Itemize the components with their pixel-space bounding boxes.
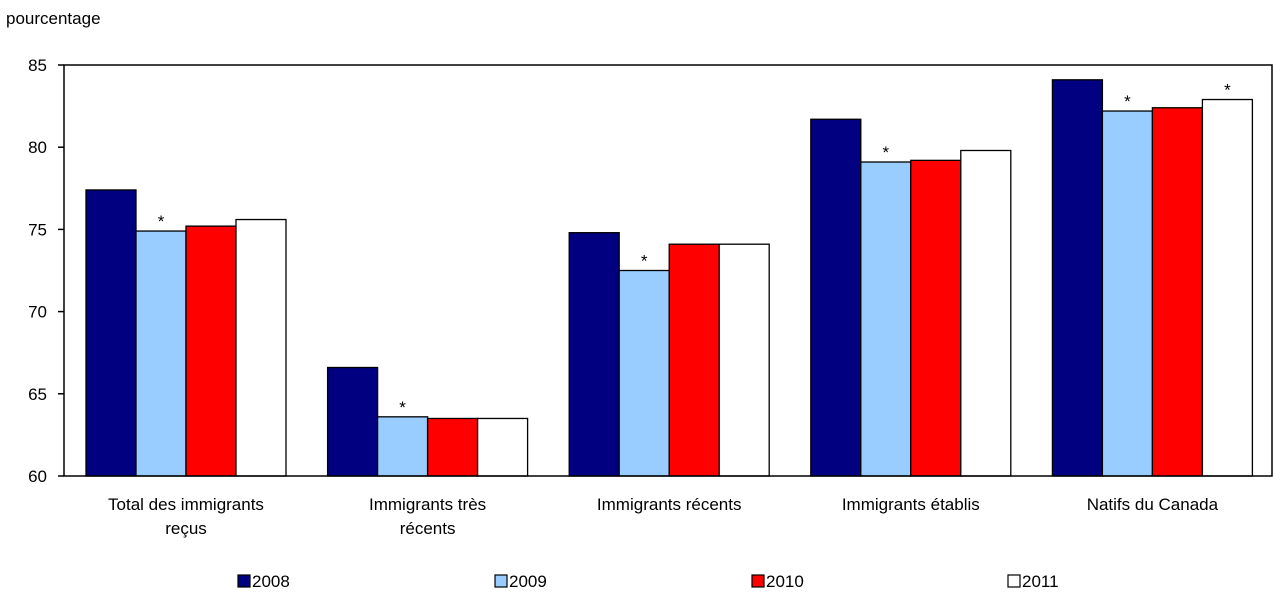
category-label: récents	[400, 519, 456, 538]
y-axis-ticks	[58, 64, 64, 477]
significance-marker: *	[1124, 92, 1131, 111]
bar-2009-3	[860, 161, 912, 477]
legend: 2008 2009 2010 2011	[237, 572, 1059, 591]
bar-2008-3	[810, 118, 862, 477]
significance-markers: * * * * * *	[158, 81, 1231, 417]
y-tick-label: 80	[28, 138, 47, 157]
significance-marker: *	[1224, 81, 1231, 100]
bar-2008-1	[326, 366, 379, 477]
legend-label-2009: 2009	[509, 572, 547, 591]
category-label: Immigrants très	[369, 495, 486, 514]
x-category-labels: Total des immigrants reçus Immigrants très…	[108, 495, 1219, 538]
legend-swatch-2008	[237, 574, 251, 588]
legend-swatch-2010	[751, 574, 765, 588]
bar-2010-4	[1151, 107, 1204, 477]
category-label: Immigrants récents	[597, 495, 742, 514]
bar-2009-4	[1101, 110, 1154, 477]
category-label: Total des immigrants	[108, 495, 264, 514]
y-tick-label: 60	[28, 467, 47, 486]
y-tick-labels: 85 80 75 70 65 60	[28, 56, 47, 486]
y-tick-label: 70	[28, 303, 47, 322]
bar-2010-3	[910, 159, 962, 477]
significance-marker: *	[158, 212, 165, 231]
bar-2011-1	[476, 417, 529, 477]
legend-label-2010: 2010	[766, 572, 804, 591]
bar-2011-4	[1201, 98, 1254, 477]
legend-swatch-2011	[1007, 574, 1021, 588]
significance-marker: *	[399, 398, 406, 417]
y-tick-label: 75	[28, 220, 47, 239]
bar-2011-0	[235, 218, 287, 477]
bar-2009-1	[376, 416, 429, 477]
bar-2008-2	[568, 232, 620, 477]
bar-2010-2	[668, 243, 720, 477]
bar-2011-3	[960, 149, 1012, 477]
significance-marker: *	[641, 252, 648, 271]
legend-swatch-2009	[494, 574, 508, 588]
category-label: Natifs du Canada	[1087, 495, 1219, 514]
y-tick-label: 85	[28, 56, 47, 75]
bar-2009-0	[135, 230, 187, 477]
bar-2010-1	[426, 417, 479, 477]
bar-2011-2	[718, 243, 770, 477]
y-tick-label: 65	[28, 385, 47, 404]
legend-label-2008: 2008	[252, 572, 290, 591]
significance-marker: *	[882, 143, 889, 162]
bar-2010-0	[185, 225, 237, 477]
plot-area-frame	[63, 64, 1273, 477]
bar-2009-2	[618, 269, 670, 477]
bars	[85, 79, 1254, 477]
y-axis-title: pourcentage	[6, 9, 101, 28]
category-label: Immigrants établis	[842, 495, 980, 514]
bar-2008-0	[85, 189, 137, 477]
legend-label-2011: 2011	[1022, 572, 1059, 591]
category-label: reçus	[165, 519, 207, 538]
bar-2008-4	[1051, 79, 1104, 477]
